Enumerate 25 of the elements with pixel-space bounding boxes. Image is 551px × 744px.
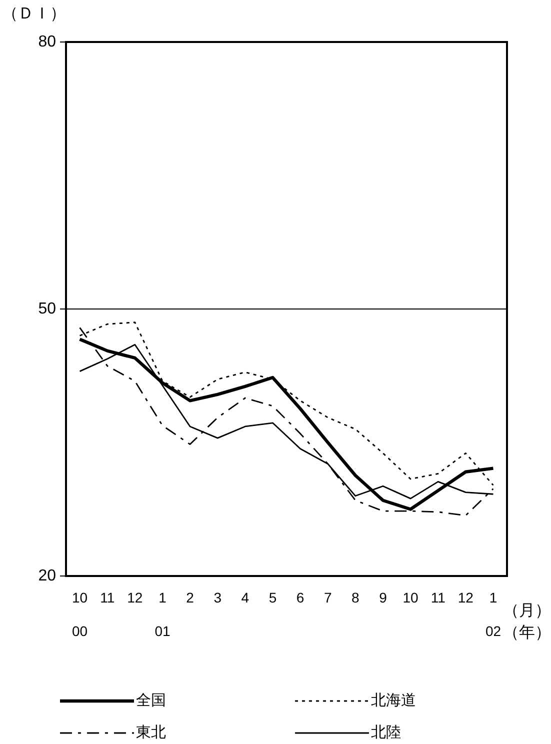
y-tick-label: 50 <box>38 300 56 318</box>
x-tick-label: 6 <box>296 589 304 606</box>
y-axis-title: （ＤＩ） <box>2 5 66 22</box>
legend-label: 全国 <box>136 692 166 710</box>
legend-label: 東北 <box>136 724 166 742</box>
x-tick-label: 11 <box>430 589 446 606</box>
x-tick-label: 8 <box>352 589 360 606</box>
legend-label: 北海道 <box>371 692 416 710</box>
category-label: 1 02 <box>485 589 502 639</box>
x-tick-label: 7 <box>324 589 332 606</box>
x-tick-label: 5 <box>268 589 277 606</box>
x-tick-label: 3 <box>214 589 222 606</box>
y-tick-label: 20 <box>38 567 56 584</box>
x-tick-label: 2 <box>186 589 194 606</box>
x-tick-label: 12 <box>458 589 474 606</box>
legend-label: 北陸 <box>371 724 401 742</box>
y-tick-label: 80 <box>38 33 56 50</box>
x-tick-label: 9 <box>379 589 388 606</box>
category-label: 10 00 <box>72 589 88 639</box>
x-axis-title: （月）（年） <box>503 602 551 642</box>
category-label: 1 01 <box>154 589 170 639</box>
x-tick-label: 12 <box>127 589 143 606</box>
x-tick-label: 10 <box>402 589 419 606</box>
x-tick-label: 4 <box>241 589 250 606</box>
x-tick-label: 11 <box>100 589 115 606</box>
